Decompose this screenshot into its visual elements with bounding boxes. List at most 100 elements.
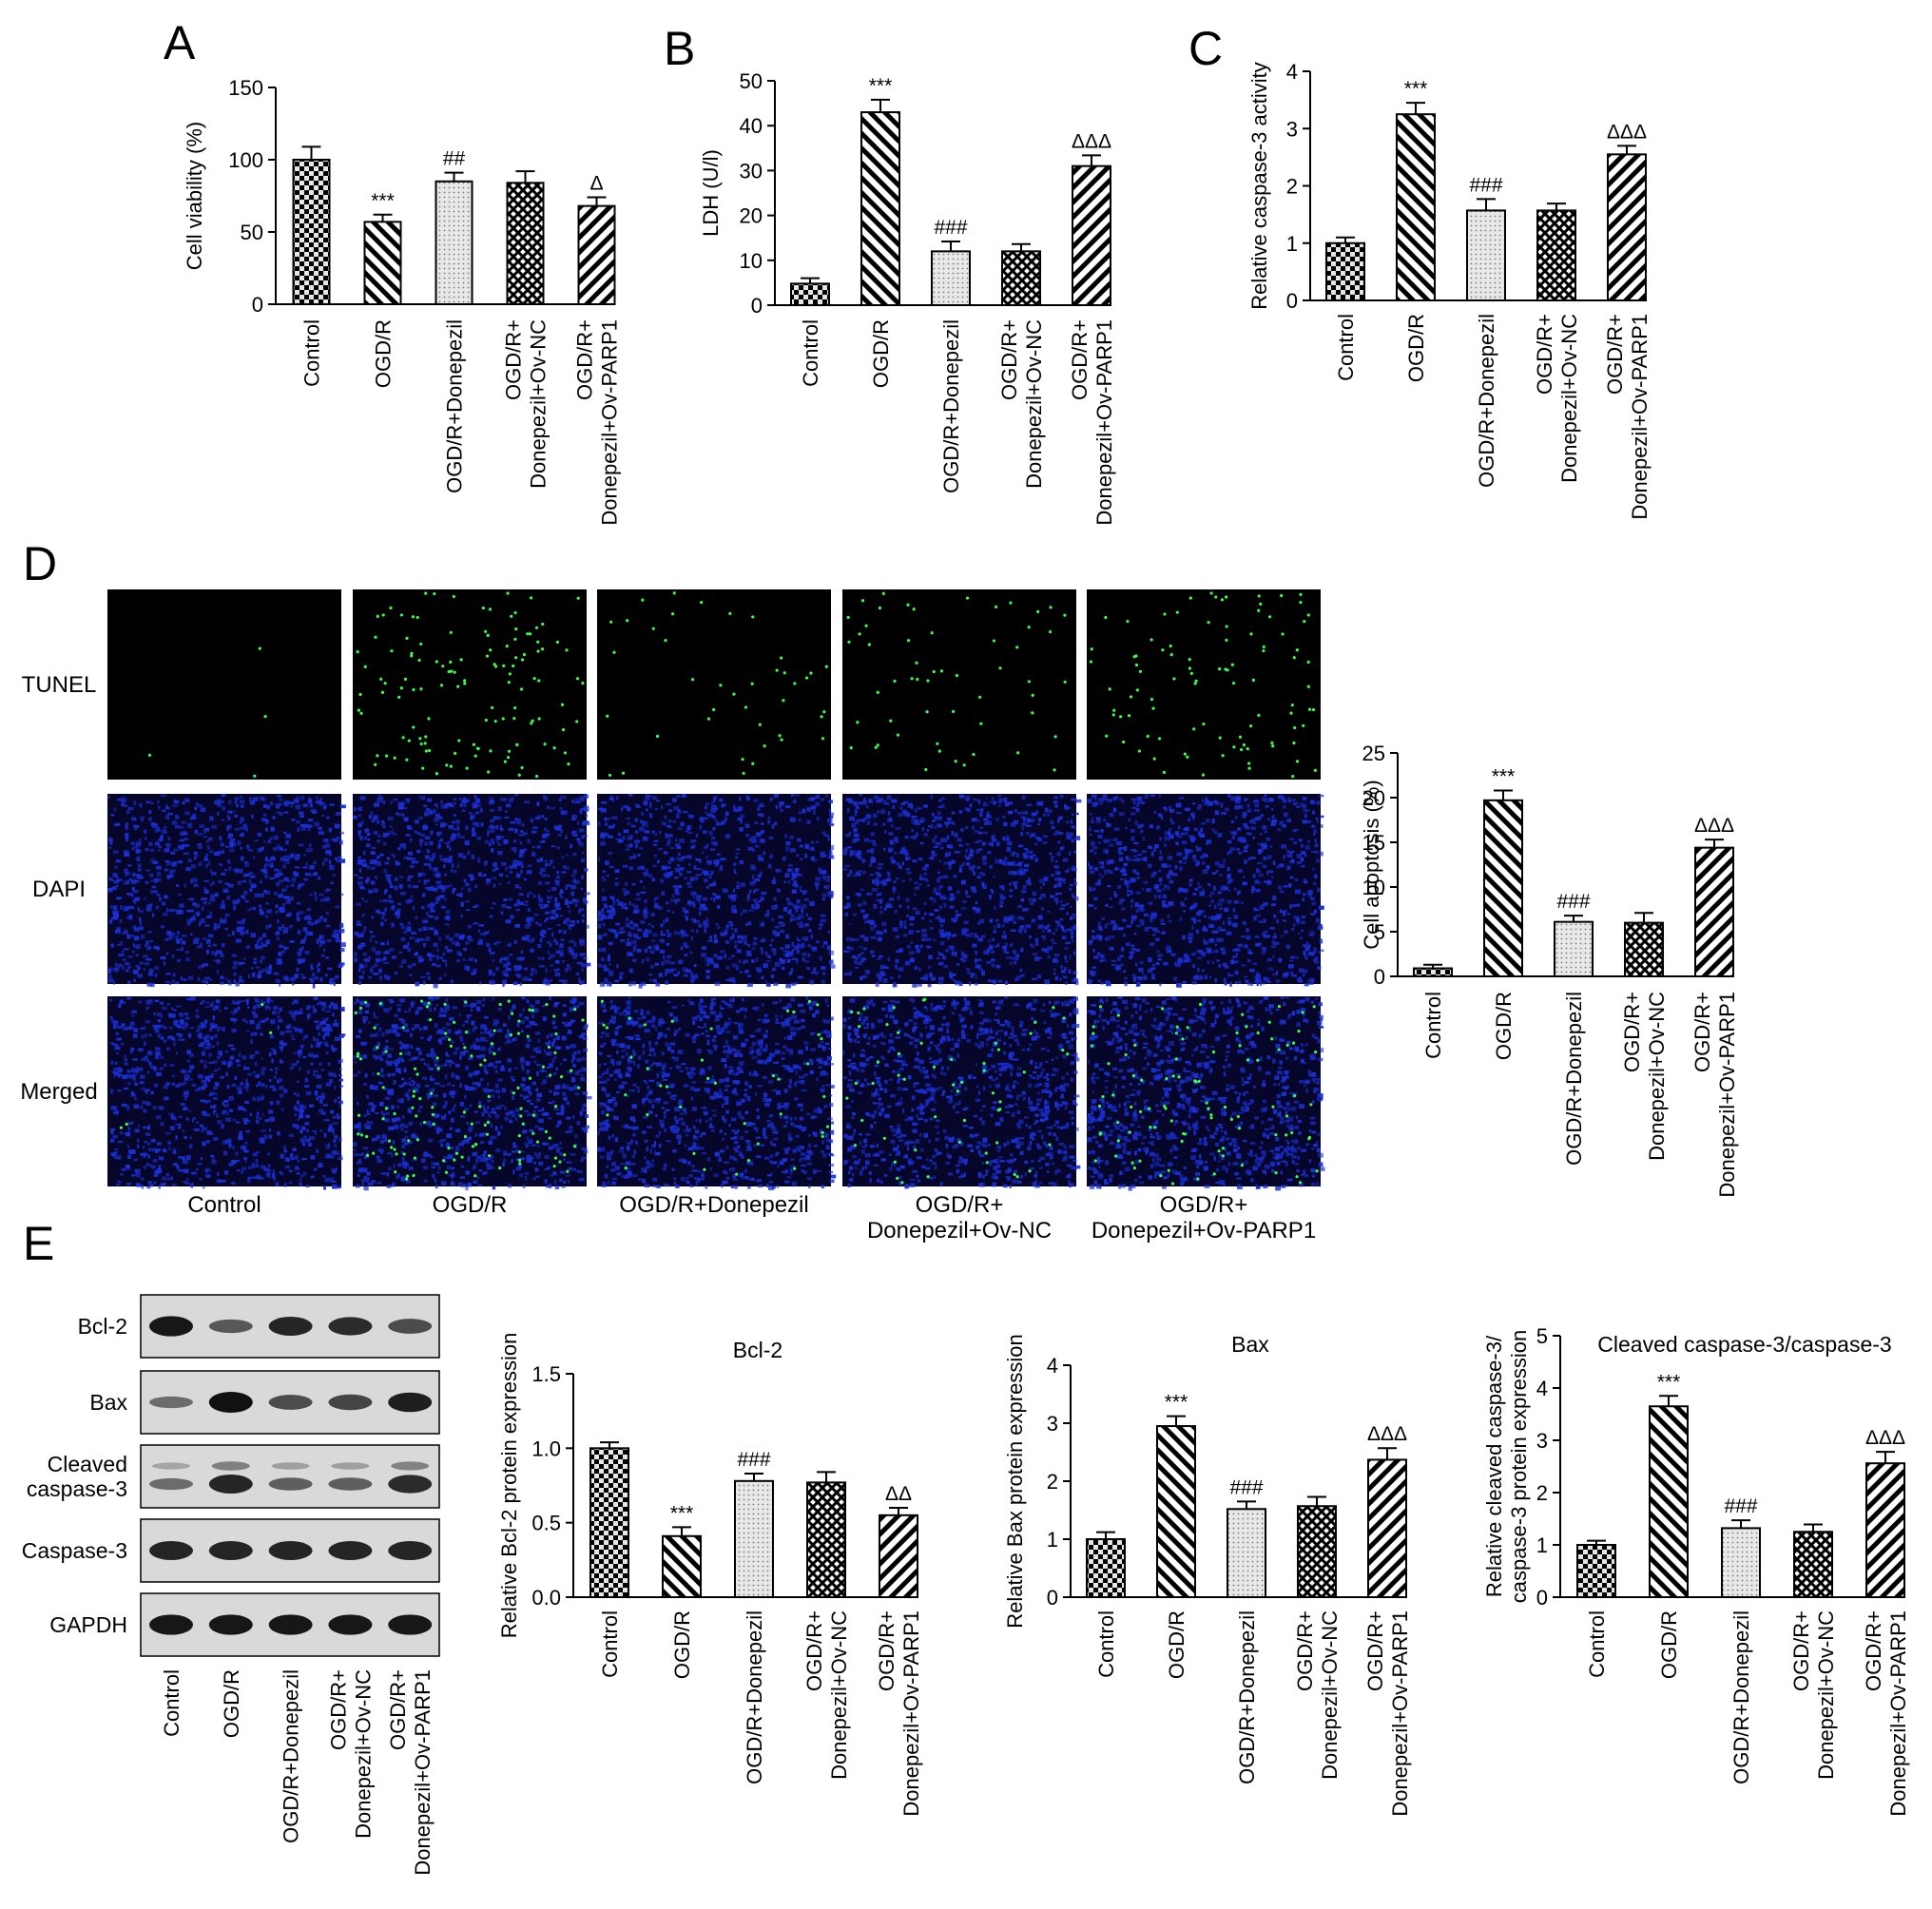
micrograph-column-label: OGD/R+Donepezil — [619, 1192, 808, 1218]
y-tick-label: 2 — [1536, 1481, 1548, 1505]
bar — [790, 282, 830, 306]
y-axis-title: Relative Bcl-2 protein expression — [497, 1333, 521, 1639]
x-category-label: OGD/R+Donepezil+Ov-NC — [1620, 992, 1669, 1161]
significance-label: *** — [371, 190, 395, 212]
bar — [1694, 846, 1734, 978]
x-category-label: OGD/R+Donepezil+Ov-PARP1 — [1603, 314, 1652, 520]
blot-band — [152, 1462, 190, 1470]
bar — [1072, 164, 1111, 306]
blot-band — [388, 1392, 433, 1413]
micrograph-tile — [353, 794, 591, 989]
y-tick-label: 2 — [1286, 175, 1298, 199]
bar — [577, 204, 616, 305]
y-tick-label: 0 — [751, 294, 763, 318]
chart-title: Cleaved caspase-3/caspase-3 — [1597, 1332, 1891, 1357]
x-category-label: Control — [1421, 992, 1445, 1059]
x-category-label: Control — [300, 319, 324, 387]
y-tick-label: 100 — [228, 148, 263, 172]
x-category-label: OGD/R+Donepezil+Ov-NC — [997, 319, 1046, 489]
blot-band — [208, 1392, 253, 1413]
micrograph-column-label: OGD/R+ Donepezil+Ov-PARP1 — [1092, 1192, 1316, 1244]
bar — [1793, 1531, 1833, 1598]
y-tick-label: 0 — [252, 293, 263, 317]
x-category-label: OGD/R+Donepezil+Ov-PARP1 — [1068, 319, 1116, 526]
micrograph-tile — [107, 589, 341, 780]
significance-label: ### — [1469, 174, 1502, 196]
y-tick-label: 50 — [241, 221, 263, 244]
micrograph-tile — [1087, 589, 1321, 780]
chart-e2: 0 1 2 3 4 Relative Bax protein expression Bax C… — [1003, 1332, 1412, 1817]
y-tick-label: 0 — [1047, 1586, 1058, 1610]
blot-strip — [140, 1444, 440, 1509]
significance-label: ΔΔΔ — [1607, 121, 1647, 143]
blot-band — [208, 1614, 253, 1635]
significance-label: ### — [1556, 891, 1590, 913]
y-axis-title: Cell viability (%) — [183, 122, 206, 270]
y-axis-title: Cell apoptosis (%) — [1360, 780, 1383, 950]
blot-band — [208, 1475, 253, 1494]
bar — [1554, 920, 1594, 977]
bar — [1721, 1527, 1761, 1599]
micrograph-tile — [107, 996, 346, 1190]
significance-label: Δ — [589, 173, 603, 195]
blot-band — [208, 1319, 253, 1334]
blot-band — [149, 1316, 193, 1337]
blot-band — [328, 1477, 373, 1491]
x-category-label: Control — [598, 1610, 622, 1678]
bar — [1607, 153, 1647, 301]
bar — [860, 111, 900, 307]
x-category-label: OGD/R+Donepezil+Ov-PARP1 — [1363, 1610, 1412, 1817]
y-tick-label: 0.5 — [531, 1512, 561, 1535]
y-tick-label: 1 — [1047, 1528, 1058, 1552]
bar — [662, 1534, 702, 1599]
significance-label: ### — [737, 1449, 770, 1471]
significance-label: *** — [1657, 1371, 1681, 1393]
significance-label: ΔΔΔ — [1865, 1427, 1905, 1449]
bar — [589, 1447, 629, 1599]
x-category-label: OGD/R+Donepezil — [443, 319, 467, 493]
y-tick-label: 3 — [1536, 1429, 1548, 1453]
blot-band — [328, 1541, 373, 1560]
bar — [1086, 1538, 1126, 1598]
y-tick-label: 0 — [1536, 1586, 1548, 1610]
blot-row-label: Caspase-3 — [22, 1538, 127, 1563]
significance-label: ΔΔΔ — [1694, 815, 1734, 837]
y-tick-label: 1 — [1536, 1533, 1548, 1557]
chart-b: 0 10 20 30 40 50 LDH (U/l) Control *** OGD/R ### OG… — [699, 69, 1116, 526]
blot-band — [268, 1541, 313, 1560]
significance-label: ΔΔΔ — [1367, 1423, 1407, 1445]
bar — [506, 182, 545, 306]
x-category-label: OGD/R+Donepezil — [939, 319, 963, 493]
panel-label-e: E — [23, 1217, 54, 1270]
x-category-label: OGD/R+Donepezil+Ov-PARP1 — [1690, 992, 1739, 1198]
bar — [363, 221, 402, 305]
y-tick-label: 10 — [740, 249, 763, 273]
panel-label-d: D — [23, 537, 57, 590]
x-category-label: Control — [799, 319, 822, 387]
micrograph-tile — [353, 996, 592, 1191]
blot-band — [149, 1396, 193, 1409]
significance-label: ## — [443, 148, 466, 170]
x-category-label: OGD/R — [1492, 992, 1516, 1060]
bar — [1325, 241, 1365, 301]
chart-a: 0 50 100 150 Cell viability (%) Control *** OGD… — [183, 76, 622, 526]
blot-band — [391, 1461, 430, 1471]
y-tick-label: 30 — [740, 159, 763, 183]
bar — [1156, 1425, 1196, 1599]
micrograph-column-label: Control — [187, 1192, 261, 1218]
panel-label-c: C — [1188, 22, 1223, 75]
y-tick-label: 50 — [740, 69, 763, 93]
blot-row-label: Bcl-2 — [78, 1314, 127, 1339]
bar — [292, 159, 331, 305]
x-category-label: OGD/R+Donepezil — [1729, 1610, 1753, 1784]
bar — [1396, 113, 1436, 301]
blot-band — [388, 1475, 433, 1494]
x-category-label: OGD/R — [372, 319, 396, 388]
bar — [1624, 921, 1664, 977]
x-category-label: OGD/R — [1165, 1610, 1188, 1679]
blot-lane-label: OGD/R+Donepezil+Ov-NC — [326, 1669, 375, 1839]
significance-label: *** — [1165, 1392, 1188, 1414]
